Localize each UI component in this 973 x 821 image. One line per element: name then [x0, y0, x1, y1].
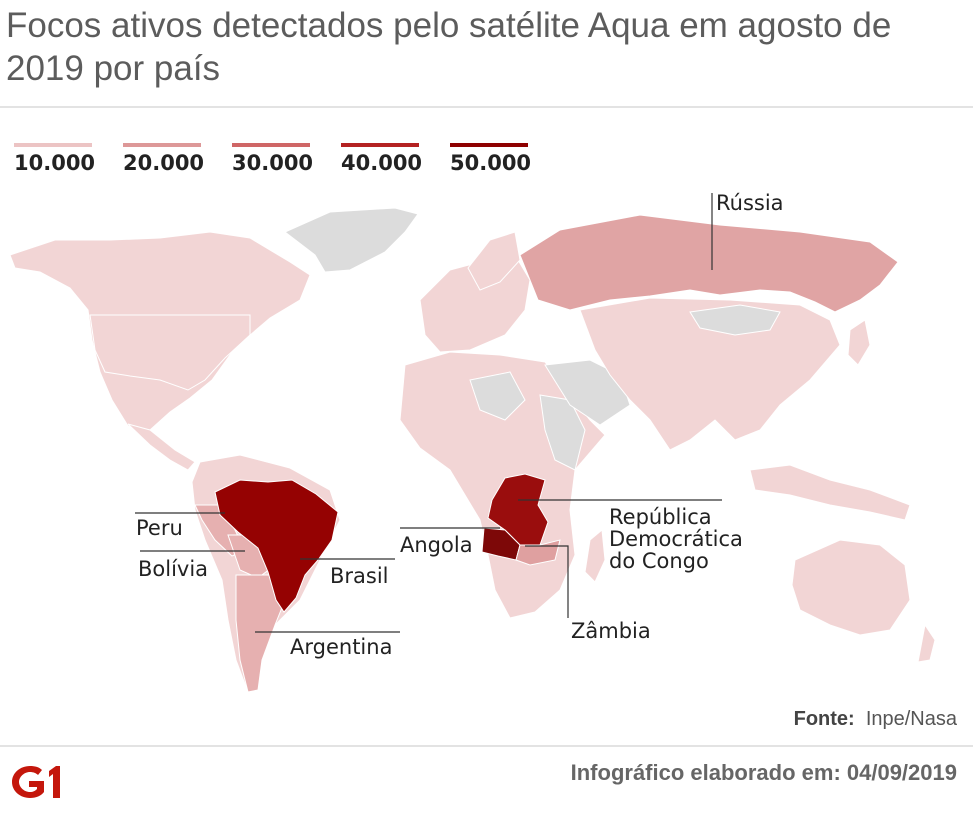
legend-swatch	[341, 143, 419, 147]
russia-label: Rússia	[716, 191, 784, 215]
legend: 10.000 20.000 30.000 40.000 50.000	[14, 143, 532, 175]
legend-item-10000: 10.000	[14, 143, 96, 175]
legend-swatch	[123, 143, 201, 147]
title-divider	[0, 106, 973, 108]
zambia-label: Zâmbia	[571, 619, 651, 643]
mongolia-region	[689, 304, 781, 336]
legend-item-30000: 30.000	[232, 143, 314, 175]
legend-swatch	[232, 143, 310, 147]
southeast-asia-region	[749, 464, 911, 521]
drc-label-line2: Democrática	[609, 527, 743, 551]
legend-label: 40.000	[341, 151, 423, 175]
drc-label-line3: do Congo	[609, 549, 709, 573]
greenland-region	[284, 207, 419, 273]
zambia-leader	[525, 545, 569, 618]
legend-swatch	[450, 143, 528, 147]
legend-label: 10.000	[14, 151, 96, 175]
footer-divider	[0, 745, 973, 747]
source-label: Fonte:	[793, 708, 855, 730]
source-credit: Fonte: Inpe/Nasa	[794, 708, 957, 731]
angola-label: Angola	[400, 533, 473, 557]
drc-label-line1: República	[609, 505, 712, 529]
middle-east-region	[544, 359, 631, 426]
brazil-region	[214, 479, 339, 613]
central-america-region	[127, 423, 196, 471]
chart-title: Focos ativos detectados pelo satélite Aq…	[6, 6, 892, 88]
japan-region	[847, 319, 871, 366]
argentina-label: Argentina	[290, 635, 392, 659]
infographic-credit: Infográfico elaborado em: 04/09/2019	[570, 760, 957, 785]
sahara-region	[469, 371, 526, 421]
peru-label: Peru	[136, 516, 183, 540]
asia-region	[579, 297, 841, 451]
bolivia-label: Bolívia	[138, 557, 208, 581]
legend-item-50000: 50.000	[450, 143, 532, 175]
world-map: Rússia Peru Bolívia Brasil Argentina Ang…	[9, 191, 936, 693]
legend-item-20000: 20.000	[123, 143, 205, 175]
g1-logo-g	[12, 766, 44, 798]
g1-logo: G1	[12, 766, 60, 798]
legend-label: 50.000	[450, 151, 532, 175]
russia-region	[519, 214, 899, 313]
source-value: Inpe/Nasa	[865, 708, 957, 730]
legend-swatch	[14, 143, 92, 147]
legend-label: 20.000	[123, 151, 205, 175]
australia-region	[791, 539, 911, 636]
g1-logo-one	[49, 766, 60, 798]
scandinavia-region	[467, 231, 521, 291]
usa-region	[89, 314, 251, 391]
madagascar-region	[584, 529, 606, 583]
legend-item-40000: 40.000	[341, 143, 423, 175]
new-zealand-region	[917, 623, 936, 663]
legend-label: 30.000	[232, 151, 314, 175]
leader-lines	[135, 193, 722, 633]
brazil-label: Brasil	[330, 564, 389, 588]
